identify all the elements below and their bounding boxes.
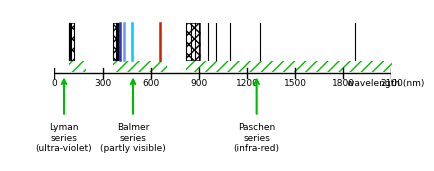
Text: Lyman
series
(ultra-violet): Lyman series (ultra-violet) xyxy=(36,123,92,153)
Text: 2100: 2100 xyxy=(379,79,402,88)
Text: 1800: 1800 xyxy=(331,79,354,88)
Bar xyxy=(68,23,74,60)
Text: Paschen
series
(infra-red): Paschen series (infra-red) xyxy=(233,123,279,153)
Text: 0: 0 xyxy=(51,79,57,88)
Bar xyxy=(112,61,166,72)
Text: 600: 600 xyxy=(142,79,159,88)
Bar xyxy=(186,61,391,72)
Text: Balmer
series
(partly visible): Balmer series (partly visible) xyxy=(100,123,165,153)
Text: 300: 300 xyxy=(94,79,111,88)
Bar xyxy=(186,23,200,60)
Text: wavelength (nm): wavelength (nm) xyxy=(346,79,423,88)
Text: 1200: 1200 xyxy=(235,79,258,88)
Text: 900: 900 xyxy=(190,79,207,88)
Text: 1500: 1500 xyxy=(283,79,306,88)
Bar xyxy=(68,61,86,72)
Bar xyxy=(112,23,118,60)
